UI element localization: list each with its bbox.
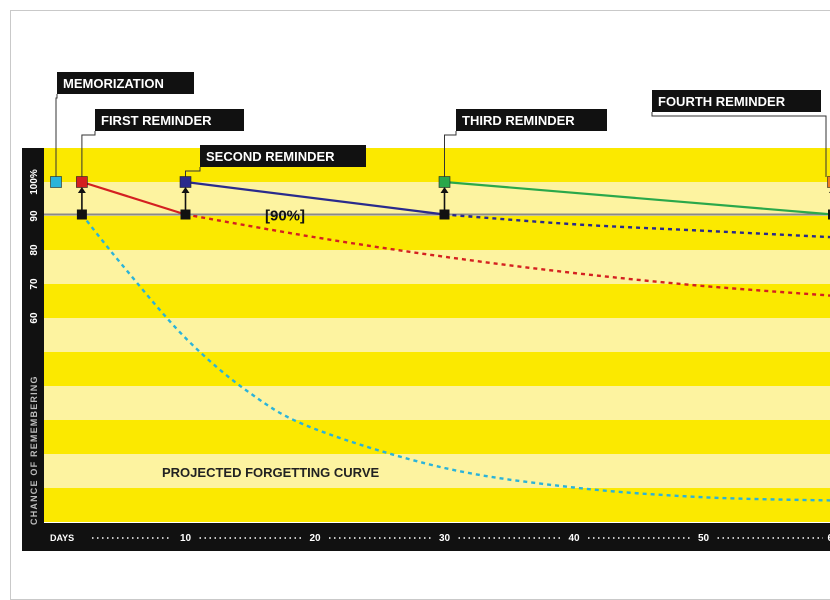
callout-leader-line xyxy=(81,131,96,177)
callout-label: MEMORIZATION xyxy=(63,76,164,91)
x-tick-label: 50 xyxy=(698,533,710,544)
background-stripes xyxy=(44,148,830,522)
stripe xyxy=(44,284,830,318)
y-ticks: 100% 90 80 70 60 xyxy=(29,169,40,323)
x-tick-label: 40 xyxy=(568,533,580,544)
event-marker xyxy=(50,176,62,188)
reminder-arrowhead xyxy=(440,187,449,193)
reminder-decay-line xyxy=(444,180,830,216)
callout-label: FIRST REMINDER xyxy=(101,113,212,128)
callout-leader-line xyxy=(651,112,827,177)
event-marker xyxy=(179,176,192,188)
x-tick-label: 10 xyxy=(180,533,192,544)
callout-label-box xyxy=(57,72,194,94)
callout-label: SECOND REMINDER xyxy=(206,149,335,164)
x-tick-label: 30 xyxy=(439,533,451,544)
callout-leader-line xyxy=(55,94,58,177)
threshold-marker xyxy=(828,209,830,220)
threshold-marker xyxy=(76,209,87,220)
callout-label: THIRD REMINDER xyxy=(462,113,575,128)
y-tick-label: 70 xyxy=(29,278,40,290)
callout-leader-line xyxy=(444,131,457,177)
threshold-label: [90%] xyxy=(265,208,305,225)
stripe xyxy=(44,386,830,420)
callout-label-box xyxy=(456,109,607,131)
y-tick-label: 60 xyxy=(29,312,40,324)
y-axis-band xyxy=(22,148,44,551)
x-axis: DAYS 10 20 30 40 50 60 xyxy=(50,533,830,544)
x-axis-label: DAYS xyxy=(50,533,74,543)
forgetting-curve-annotation: PROJECTED FORGETTING CURVE xyxy=(162,465,380,480)
y-tick-label: 100% xyxy=(29,169,40,195)
threshold-marker xyxy=(439,209,450,220)
y-axis-label: CHANCE OF REMEMBERING xyxy=(29,375,39,525)
event-marker xyxy=(827,176,830,188)
reminder-arrowhead xyxy=(77,187,86,193)
stripe xyxy=(44,182,830,216)
y-tick-label: 80 xyxy=(29,244,40,256)
x-tick-label: 60 xyxy=(827,533,830,544)
series-group xyxy=(80,180,830,502)
y-tick-label: 90 xyxy=(29,210,40,222)
stripe xyxy=(44,148,830,182)
callout-label-box xyxy=(652,90,821,112)
callout-leader-line xyxy=(185,167,201,177)
forgetting-curve-line xyxy=(444,213,830,239)
stripe xyxy=(44,454,830,488)
reminder-arrowhead xyxy=(181,187,190,193)
forgetting-curve-line xyxy=(185,213,830,297)
reminder-decay-line xyxy=(185,180,445,216)
stripe xyxy=(44,420,830,454)
callout-label-box xyxy=(200,145,366,167)
event-marker xyxy=(438,176,451,188)
x-axis-band xyxy=(22,523,830,551)
stripe xyxy=(44,216,830,250)
forgetting-curve-line xyxy=(80,213,830,502)
x-tick-label: 20 xyxy=(309,533,321,544)
stripe xyxy=(44,250,830,284)
callout-label: FOURTH REMINDER xyxy=(658,94,786,109)
events-group: MEMORIZATION FIRST REMINDER SECOND REMINDE… xyxy=(50,72,830,220)
callout-label-box xyxy=(95,109,244,131)
event-marker xyxy=(76,176,88,188)
stripe xyxy=(44,318,830,352)
stripe xyxy=(44,488,830,522)
threshold-marker xyxy=(180,209,191,220)
stripe xyxy=(44,352,830,386)
reminder-decay-line xyxy=(81,180,186,216)
